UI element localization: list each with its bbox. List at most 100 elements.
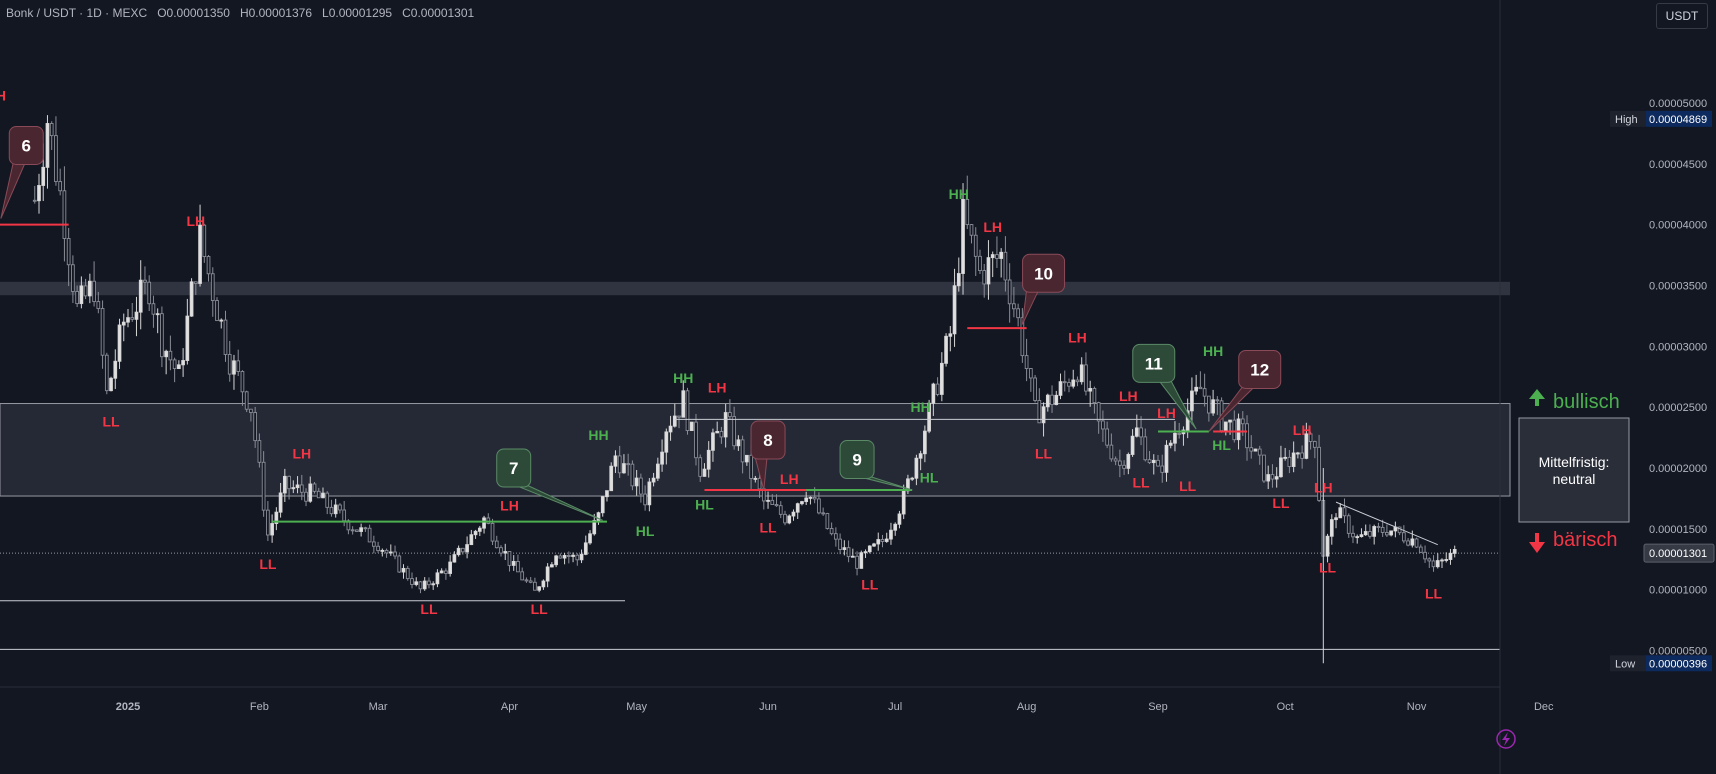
candle-body bbox=[1245, 423, 1249, 449]
callout-11: 11 bbox=[1132, 343, 1197, 430]
y-axis-tick: 0.00001500 bbox=[1649, 524, 1707, 536]
candle-body bbox=[1435, 560, 1440, 568]
candle-body bbox=[274, 511, 279, 524]
candle-body bbox=[613, 455, 618, 467]
candle-body bbox=[1406, 540, 1410, 546]
candle-body bbox=[1012, 303, 1016, 310]
swing-label-lh: LH bbox=[292, 445, 311, 461]
candle-body bbox=[1037, 400, 1042, 424]
candle-body bbox=[706, 449, 711, 470]
callout-10: 10 bbox=[1021, 253, 1066, 325]
timeframe[interactable]: 1D bbox=[86, 6, 102, 20]
candle-body bbox=[935, 383, 940, 395]
candle-body bbox=[1368, 531, 1372, 537]
candle-body bbox=[643, 493, 647, 506]
candle-body bbox=[1211, 399, 1215, 414]
candle-body bbox=[1062, 381, 1067, 384]
candle-body bbox=[1236, 418, 1241, 441]
candle-body bbox=[770, 499, 775, 505]
candle-body bbox=[1050, 394, 1054, 406]
candle-body bbox=[757, 477, 762, 490]
candle-body bbox=[600, 496, 605, 514]
candle-body bbox=[939, 362, 944, 395]
y-axis-tick: 0.00000500 bbox=[1649, 646, 1707, 658]
candle-body bbox=[749, 454, 753, 479]
swing-label-lh: LH bbox=[1068, 330, 1087, 346]
candle-body bbox=[1147, 459, 1152, 464]
candle-body bbox=[393, 551, 397, 557]
candle-body bbox=[1359, 534, 1364, 538]
trendline bbox=[1335, 501, 1438, 546]
candle-body bbox=[753, 477, 758, 480]
swing-label-ll: LL bbox=[531, 601, 549, 617]
candle-body bbox=[719, 431, 724, 438]
swing-label-hh: HH bbox=[673, 370, 693, 386]
candle-body bbox=[1067, 382, 1071, 387]
callout-box bbox=[8, 125, 44, 165]
candle-body bbox=[651, 477, 656, 483]
candle-body bbox=[1101, 420, 1105, 430]
candle-body bbox=[1312, 441, 1317, 448]
candle-body bbox=[1401, 532, 1406, 542]
candle-body bbox=[1296, 452, 1300, 455]
candle-body bbox=[1041, 406, 1046, 424]
candle-body bbox=[745, 454, 749, 463]
y-axis-tick: 0.00005000 bbox=[1649, 98, 1707, 110]
x-axis-tick: Jun bbox=[759, 701, 777, 713]
candle-body bbox=[1372, 526, 1377, 537]
swing-label-lh: LH bbox=[1314, 479, 1333, 495]
candle-body bbox=[350, 529, 355, 532]
candle-body bbox=[58, 181, 63, 192]
candle-body bbox=[414, 581, 419, 585]
candle-body bbox=[795, 503, 800, 513]
candle-body bbox=[1024, 355, 1029, 370]
candle-body bbox=[1092, 388, 1097, 404]
candle-body bbox=[1198, 386, 1203, 390]
candle-body bbox=[41, 166, 46, 186]
callout-number: 12 bbox=[1250, 360, 1269, 379]
candle-body bbox=[1452, 549, 1457, 554]
swing-label-ll: LL bbox=[420, 601, 438, 617]
candle-body bbox=[1342, 507, 1347, 517]
candle-body bbox=[1075, 379, 1080, 383]
candle-body bbox=[473, 530, 478, 536]
callout-box bbox=[1132, 343, 1176, 383]
candle-body bbox=[134, 311, 139, 320]
candle-body bbox=[401, 567, 406, 573]
candle-body bbox=[516, 560, 520, 573]
candle-body bbox=[100, 308, 105, 356]
candle-body bbox=[172, 359, 177, 370]
callout-number: 11 bbox=[1145, 354, 1163, 373]
candle-body bbox=[439, 570, 444, 574]
x-axis-tick: Oct bbox=[1277, 701, 1294, 713]
candle-body bbox=[1253, 448, 1258, 452]
currency-button[interactable]: USDT bbox=[1656, 3, 1708, 29]
callout-box bbox=[1022, 253, 1066, 293]
candle-body bbox=[1084, 364, 1088, 392]
candle-body bbox=[1308, 433, 1313, 442]
candle-body bbox=[507, 551, 512, 566]
candle-body bbox=[147, 281, 152, 305]
callout-number: 7 bbox=[509, 459, 518, 478]
candle-body bbox=[1249, 447, 1254, 452]
candle-body bbox=[1287, 456, 1292, 467]
exchange: MEXC bbox=[112, 6, 148, 20]
swing-label-ll: LL bbox=[259, 556, 277, 572]
candle-body bbox=[1376, 526, 1381, 528]
candle-body bbox=[969, 224, 974, 236]
candle-body bbox=[596, 512, 601, 521]
candle-body bbox=[181, 360, 185, 366]
symbol-name[interactable]: Bonk / USDT bbox=[6, 6, 76, 20]
candle-body bbox=[130, 317, 135, 320]
candle-body bbox=[1020, 317, 1025, 357]
swing-label-lh: LH bbox=[1157, 405, 1176, 421]
candle-body bbox=[1262, 454, 1266, 482]
candle-body bbox=[45, 123, 50, 168]
candle-body bbox=[427, 580, 431, 586]
candle-body bbox=[1045, 394, 1050, 408]
callout-box bbox=[496, 448, 532, 488]
ohlc-low: L0.00001295 bbox=[322, 6, 393, 20]
candle-body bbox=[1274, 476, 1279, 480]
candle-body bbox=[431, 583, 436, 586]
